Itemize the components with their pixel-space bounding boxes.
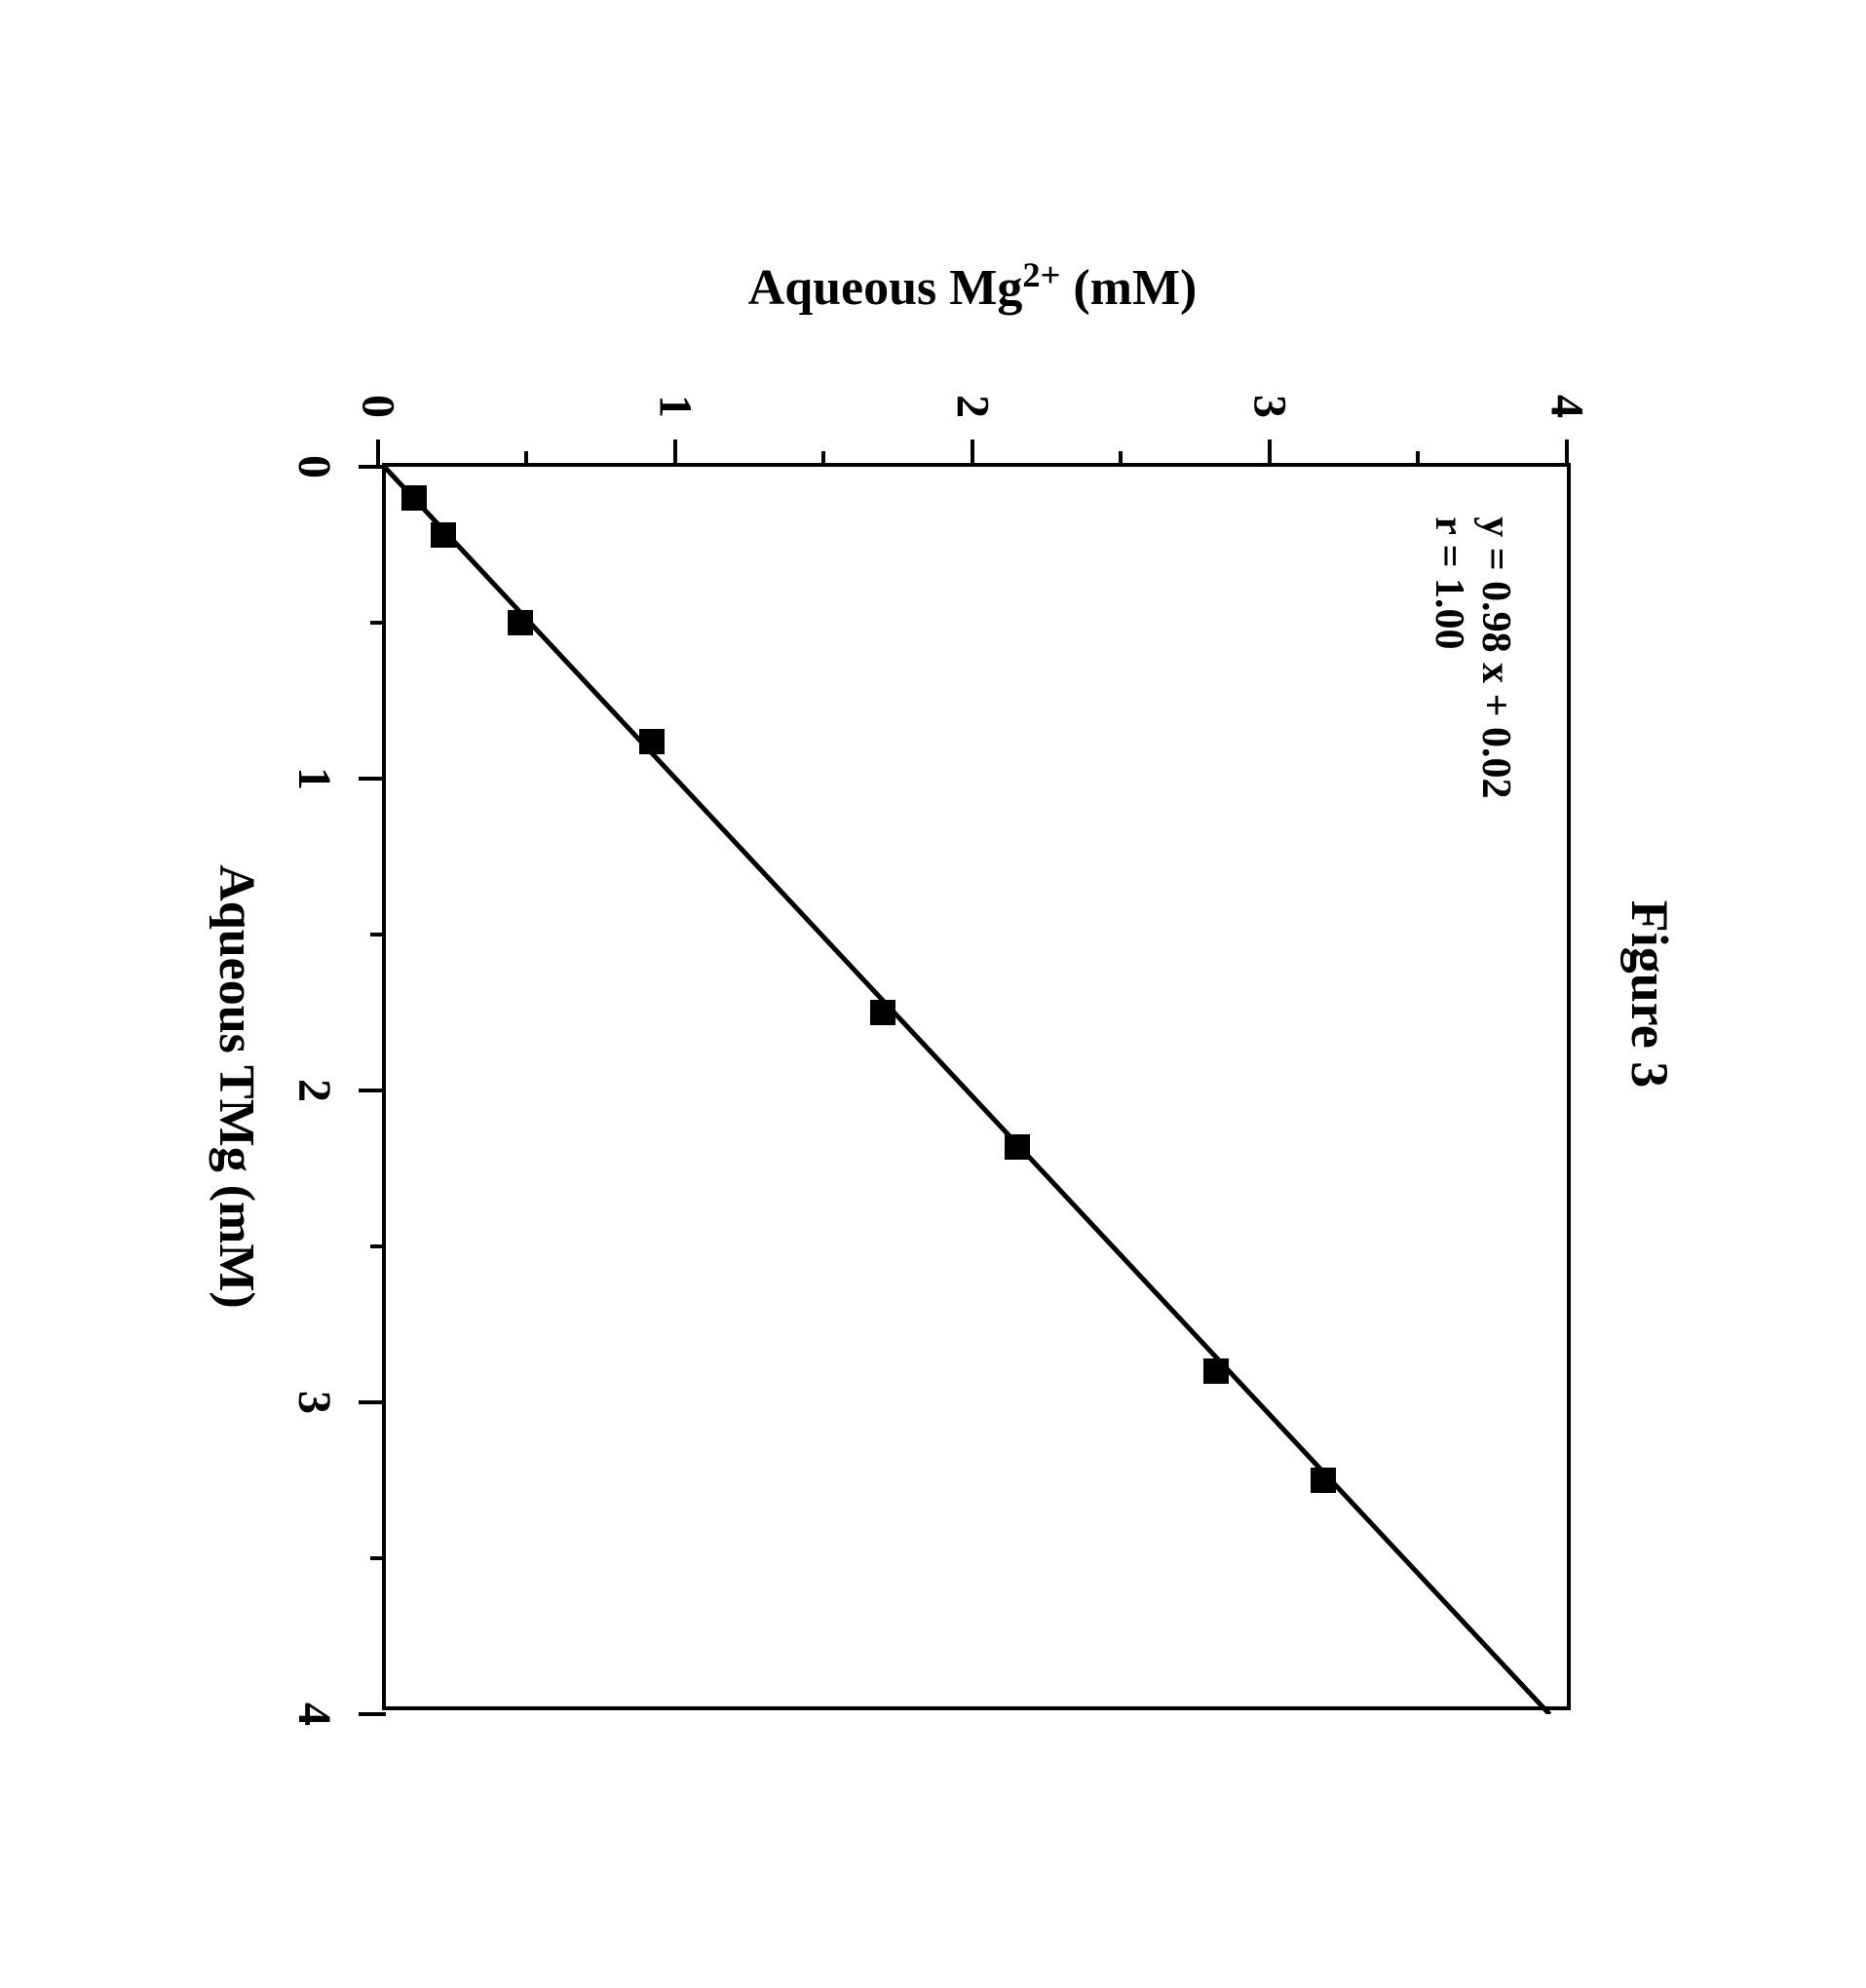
x-tick-label: 1	[287, 767, 341, 790]
y-tick-label: 4	[1540, 395, 1593, 418]
rotated-chart-wrapper: Figure 3 0 1 2 3 4 0 1 2 3 4 y = 0.98 x + 0.02r = …	[187, 248, 1680, 1740]
data-marker	[508, 610, 533, 635]
data-marker	[870, 1000, 895, 1025]
regression-annotation: y = 0.98 x + 0.02r = 1.00	[1426, 516, 1519, 798]
figure-title: Figure 3	[1619, 248, 1680, 1740]
y-tick-major	[376, 440, 380, 467]
y-tick-label: 0	[351, 395, 404, 418]
x-tick-label: 0	[287, 455, 341, 478]
y-tick-minor	[524, 451, 528, 467]
annotation-r: r = 1.00	[1426, 516, 1472, 798]
data-marker	[431, 522, 456, 548]
y-tick-minor	[1119, 451, 1123, 467]
page-container: Figure 3 0 1 2 3 4 0 1 2 3 4 y = 0.98 x + 0.02r = …	[0, 0, 1866, 1988]
y-tick-major	[971, 440, 974, 467]
annotation-eq: y = 0.98 x + 0.02	[1472, 516, 1519, 798]
y-tick-label: 1	[648, 395, 702, 418]
y-tick-label: 2	[945, 395, 999, 418]
chart-area: 0 1 2 3 4 0 1 2 3 4 y = 0.98 x + 0.02r = 1.00 Aqueo…	[187, 248, 1590, 1740]
y-tick-major	[1565, 440, 1569, 467]
x-tick-label: 2	[287, 1079, 341, 1102]
y-axis-label: Aqueous Mg2+ (mM)	[747, 254, 1197, 317]
x-tick-label: 3	[287, 1391, 341, 1414]
data-marker	[638, 729, 664, 754]
data-marker	[1203, 1358, 1229, 1384]
data-marker	[1310, 1468, 1335, 1493]
x-axis-label: Aqueous TMg (mM)	[208, 864, 265, 1308]
plot-clip	[378, 467, 1567, 1714]
data-marker	[400, 485, 426, 511]
x-tick-label: 4	[287, 1702, 341, 1726]
y-tick-minor	[1416, 451, 1420, 467]
data-marker	[1004, 1134, 1029, 1160]
plot-box: 0123401234y = 0.98 x + 0.02r = 1.00Aqueo…	[382, 463, 1571, 1710]
y-tick-major	[1268, 440, 1272, 467]
y-tick-minor	[821, 451, 825, 467]
regression-line	[382, 467, 1550, 1714]
y-tick-major	[673, 440, 677, 467]
y-tick-label: 3	[1242, 395, 1296, 418]
